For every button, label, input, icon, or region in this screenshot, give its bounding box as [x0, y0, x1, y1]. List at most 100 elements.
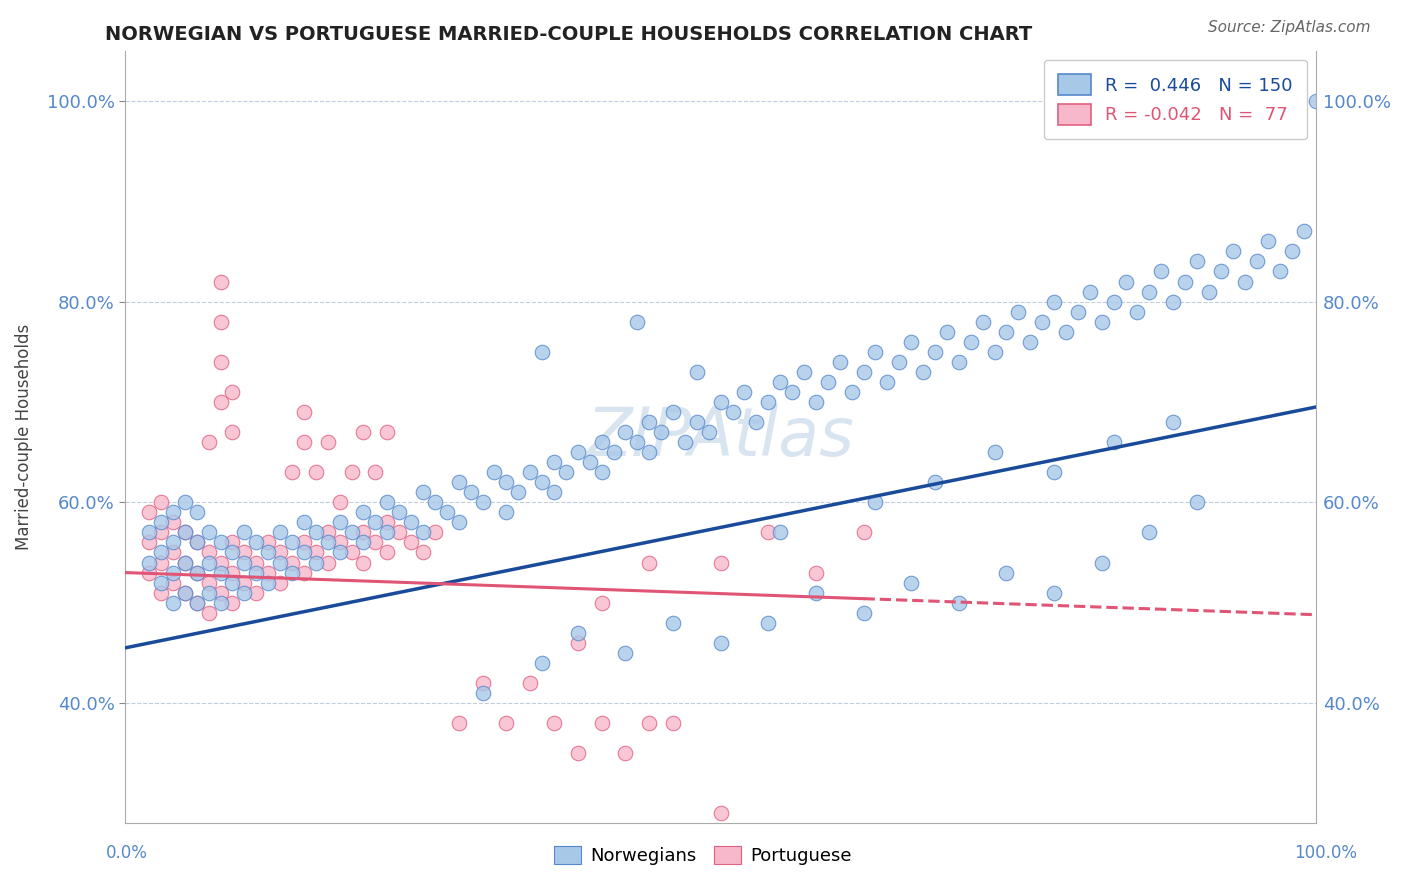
Point [138, 566, 160, 580]
Point [1067, 304, 1090, 318]
Point [1054, 325, 1077, 339]
Point [423, 495, 446, 509]
Point [769, 375, 792, 389]
Point [626, 435, 648, 450]
Point [519, 676, 541, 690]
Point [269, 575, 291, 590]
Point [1007, 304, 1029, 318]
Point [471, 686, 494, 700]
Point [567, 746, 589, 760]
Point [531, 475, 554, 490]
Point [876, 375, 898, 389]
Point [734, 384, 756, 399]
Point [186, 596, 208, 610]
Point [197, 575, 219, 590]
Point [804, 566, 827, 580]
Point [519, 465, 541, 479]
Point [543, 455, 565, 469]
Point [329, 516, 352, 530]
Point [673, 435, 696, 450]
Point [388, 505, 411, 519]
Point [138, 525, 160, 540]
Point [804, 585, 827, 599]
Point [1115, 275, 1137, 289]
Point [209, 596, 232, 610]
Point [138, 505, 160, 519]
Point [995, 566, 1018, 580]
Point [1246, 254, 1268, 268]
Point [340, 545, 363, 559]
Point [543, 485, 565, 500]
Point [710, 636, 733, 650]
Point [1198, 285, 1220, 299]
Point [460, 485, 482, 500]
Point [186, 596, 208, 610]
Point [173, 585, 195, 599]
Point [972, 315, 994, 329]
Point [173, 585, 195, 599]
Legend: R =  0.446   N = 150, R = -0.042   N =  77: R = 0.446 N = 150, R = -0.042 N = 77 [1043, 60, 1308, 139]
Point [769, 525, 792, 540]
Legend: Norwegians, Portuguese: Norwegians, Portuguese [547, 838, 859, 872]
Point [710, 556, 733, 570]
Point [233, 556, 256, 570]
Point [804, 395, 827, 409]
Point [900, 334, 922, 349]
Text: 0.0%: 0.0% [105, 844, 148, 862]
Point [375, 516, 398, 530]
Point [756, 615, 779, 630]
Point [662, 716, 685, 731]
Point [756, 395, 779, 409]
Point [508, 485, 530, 500]
Point [1078, 285, 1101, 299]
Point [399, 535, 422, 549]
Point [1161, 294, 1184, 309]
Point [495, 475, 517, 490]
Point [364, 516, 387, 530]
Point [591, 435, 613, 450]
Point [852, 525, 875, 540]
Point [221, 384, 243, 399]
Point [578, 455, 600, 469]
Point [353, 505, 375, 519]
Point [1126, 304, 1149, 318]
Point [745, 415, 768, 429]
Point [209, 566, 232, 580]
Point [817, 375, 839, 389]
Point [257, 545, 280, 559]
Point [1137, 285, 1160, 299]
Point [162, 575, 184, 590]
Point [221, 575, 243, 590]
Point [983, 344, 1005, 359]
Point [173, 525, 195, 540]
Point [353, 556, 375, 570]
Point [245, 535, 267, 549]
Point [353, 525, 375, 540]
Point [591, 716, 613, 731]
Point [233, 575, 256, 590]
Point [162, 596, 184, 610]
Point [292, 535, 315, 549]
Point [150, 495, 173, 509]
Point [1043, 465, 1066, 479]
Point [305, 525, 328, 540]
Point [1270, 264, 1292, 278]
Point [447, 716, 470, 731]
Point [292, 435, 315, 450]
Point [1161, 415, 1184, 429]
Point [686, 415, 709, 429]
Text: Source: ZipAtlas.com: Source: ZipAtlas.com [1208, 20, 1371, 35]
Point [197, 585, 219, 599]
Point [423, 525, 446, 540]
Point [245, 566, 267, 580]
Point [614, 746, 637, 760]
Point [1305, 94, 1327, 108]
Point [436, 505, 458, 519]
Point [447, 475, 470, 490]
Point [209, 556, 232, 570]
Point [638, 556, 661, 570]
Point [614, 646, 637, 660]
Point [1294, 224, 1316, 238]
Point [948, 355, 970, 369]
Point [316, 556, 339, 570]
